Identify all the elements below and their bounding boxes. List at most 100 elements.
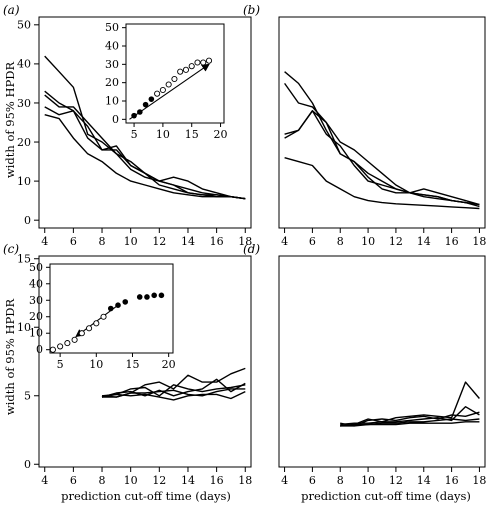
panel-xtick-label: 12 (152, 235, 166, 248)
series-line-3 (284, 110, 480, 206)
panel-xtick-label: 18 (238, 474, 252, 487)
panel-xtick-label: 8 (337, 474, 344, 487)
open-point (188, 63, 195, 70)
series-line-5 (340, 421, 480, 427)
series-line-1 (340, 381, 480, 427)
panel-xtick-label: 14 (417, 235, 431, 248)
inset-ytick-label: 30 (29, 294, 43, 307)
open-point (165, 81, 172, 88)
open-point (171, 75, 178, 83)
filled-point (122, 299, 129, 305)
filled-point (142, 101, 149, 108)
open-point (177, 68, 184, 75)
panel-ytick-label: 15 (17, 253, 31, 266)
panel-xtick-label: 6 (70, 235, 77, 248)
open-point (205, 57, 213, 64)
y-axis-label-bottom: width of 95% HPDR (3, 299, 17, 416)
series-line-4 (284, 110, 480, 208)
panel-xtick-label: 4 (41, 235, 48, 248)
inset-ytick-label: 10 (105, 95, 119, 108)
panel-xtick-label: 10 (361, 235, 375, 248)
inset-ytick-label: 0 (36, 343, 43, 356)
series-line-3 (340, 406, 480, 426)
inset-plot: 5 10 15 20 0 10 20 30 40 50 (29, 261, 176, 371)
x-axis-label-left: prediction cut-off time (days) (61, 489, 231, 503)
panel-ytick-label: 30 (17, 97, 31, 110)
y-axis-label-top: width of 95% HPDR (3, 62, 17, 179)
panel-xtick-label: 10 (124, 235, 138, 248)
open-point (154, 90, 161, 97)
filled-point (137, 109, 143, 115)
panel-label: (a) (3, 3, 20, 17)
inset-frame (125, 23, 225, 124)
inset-arrow (129, 63, 210, 120)
open-point (78, 330, 85, 337)
panel-xtick-label: 12 (389, 474, 403, 487)
open-point (49, 346, 56, 353)
panel-a: 4 6 8 10 12 14 16 18 0 10 20 30 40 50 (a) 5 10 15 20 0 10 20 3… (3, 3, 252, 248)
panel-ytick-label: 0 (24, 458, 31, 471)
panel-xtick-label: 14 (181, 474, 195, 487)
filled-point (151, 292, 157, 299)
panel-xtick-label: 14 (181, 235, 195, 248)
panel-xtick-label: 6 (309, 235, 316, 248)
panel-label: (b) (243, 3, 260, 17)
inset-xtick-label: 20 (162, 358, 176, 371)
inset-ytick-label: 20 (29, 310, 43, 323)
inset-ytick-label: 40 (105, 40, 119, 53)
open-point (86, 325, 93, 332)
panel-ytick-label: 10 (17, 175, 31, 188)
panel-xtick-label: 4 (281, 474, 288, 487)
panel-xtick-label: 8 (337, 235, 344, 248)
panel-xtick-label: 18 (238, 235, 252, 248)
panel-xtick-label: 18 (472, 474, 486, 487)
x-axis-label-right: prediction cut-off time (days) (301, 489, 471, 503)
series-line-3 (101, 384, 246, 397)
panel-ytick-label: 0 (24, 214, 31, 227)
open-point (100, 313, 107, 320)
open-point (93, 320, 100, 327)
inset-ytick-label: 50 (105, 21, 119, 34)
panel-xtick-label: 10 (124, 474, 138, 487)
panel-xtick-label: 12 (152, 474, 166, 487)
series-line-4 (102, 388, 246, 398)
inset-xtick-label: 15 (125, 358, 139, 371)
panel-xtick-label: 14 (417, 474, 431, 487)
panel-ytick-label: 20 (17, 136, 31, 149)
inset-ytick-label: 40 (29, 277, 43, 290)
panel-frame (38, 255, 252, 468)
inset-ytick-label: 50 (29, 261, 43, 274)
inset-xtick-label: 15 (185, 128, 199, 141)
panel-xtick-label: 10 (361, 474, 375, 487)
panel-frame (278, 16, 486, 229)
panel-xtick-label: 4 (281, 235, 288, 248)
open-point (200, 59, 207, 66)
panel-xtick-label: 8 (99, 235, 106, 248)
panel-label: (c) (3, 242, 19, 256)
panel-ytick-label: 50 (17, 19, 31, 32)
panel-xtick-label: 6 (70, 474, 77, 487)
panel-frame (38, 16, 252, 229)
panel-ytick-label: 10 (17, 321, 31, 334)
panel-xtick-label: 16 (445, 474, 459, 487)
panel-frame (278, 255, 486, 468)
open-point (182, 66, 190, 73)
inset-plot: 5 10 15 20 0 10 20 30 40 50 (105, 21, 228, 141)
inset-xtick-label: 10 (89, 358, 103, 371)
panel-xtick-label: 16 (445, 235, 459, 248)
filled-point (131, 112, 137, 119)
filled-point (148, 96, 155, 102)
inset-xtick-label: 5 (57, 358, 64, 371)
panel-xtick-label: 4 (41, 474, 48, 487)
filled-point (144, 294, 150, 300)
panel-xtick-label: 16 (210, 235, 224, 248)
series-line-3 (44, 94, 246, 200)
inset-ytick-label: 30 (105, 58, 119, 71)
panel-ytick-label: 5 (24, 390, 31, 403)
inset-ytick-label: 20 (105, 76, 119, 89)
open-point (159, 86, 166, 94)
series-line-5 (44, 114, 246, 200)
inset-xtick-label: 20 (214, 128, 228, 141)
